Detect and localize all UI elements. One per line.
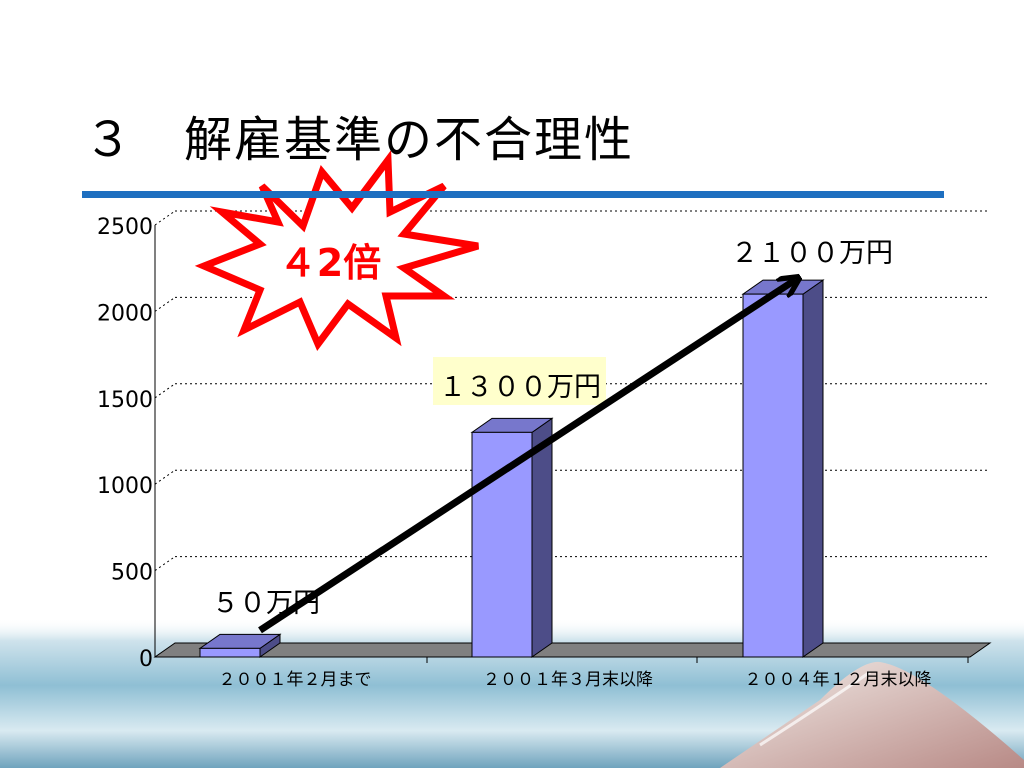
bar — [198, 633, 282, 658]
gridline-wall — [154, 296, 176, 312]
multiplier-label: ４2倍 — [279, 241, 381, 285]
gridline-wall — [154, 383, 176, 399]
x-tick-label: ２００４年１２月末以降 — [745, 670, 932, 690]
data-label: ２１００万円 — [731, 238, 893, 269]
bar — [741, 279, 825, 658]
y-tick-label: 2000 — [97, 301, 153, 326]
y-tick-label: 0 — [139, 647, 153, 672]
chart-floor — [153, 642, 992, 658]
bar-front — [742, 293, 804, 658]
bar-side — [802, 279, 824, 658]
slide-title: ３ 解雇基準の不合理性 — [84, 112, 635, 168]
gridline-wall — [154, 556, 176, 572]
mountain-snow-line — [759, 670, 871, 747]
burst-shape — [194, 150, 479, 351]
x-tick-label: ２００１年２月まで — [219, 670, 372, 690]
bars — [198, 279, 825, 658]
growth-arrow — [258, 280, 795, 634]
value-axis: 0 500 1000 1500 2000 2500 — [97, 215, 153, 672]
data-label: １３００万円 — [439, 372, 601, 403]
gridline-wall — [154, 210, 176, 226]
category-labels: ２００１年２月まで ２００１年３月末以降 ２００４年１２月末以降 — [219, 657, 969, 690]
y-tick-label: 1500 — [97, 388, 153, 413]
y-tick-label: 2500 — [97, 215, 153, 240]
bar — [470, 417, 554, 658]
burst-callout: ４2倍 — [194, 150, 479, 351]
bar-front — [471, 431, 533, 658]
title-rule — [82, 191, 944, 198]
arrow-line — [258, 280, 795, 634]
floor-plane — [153, 642, 992, 658]
gridline-wall — [154, 469, 176, 485]
y-tick-label: 1000 — [97, 474, 153, 499]
mountain-decoration — [720, 661, 1024, 768]
y-tick-label: 500 — [111, 561, 153, 586]
data-label-highlight — [433, 357, 606, 405]
x-tick-label: ２００１年３月末以降 — [483, 670, 653, 690]
bar-front — [199, 647, 261, 658]
